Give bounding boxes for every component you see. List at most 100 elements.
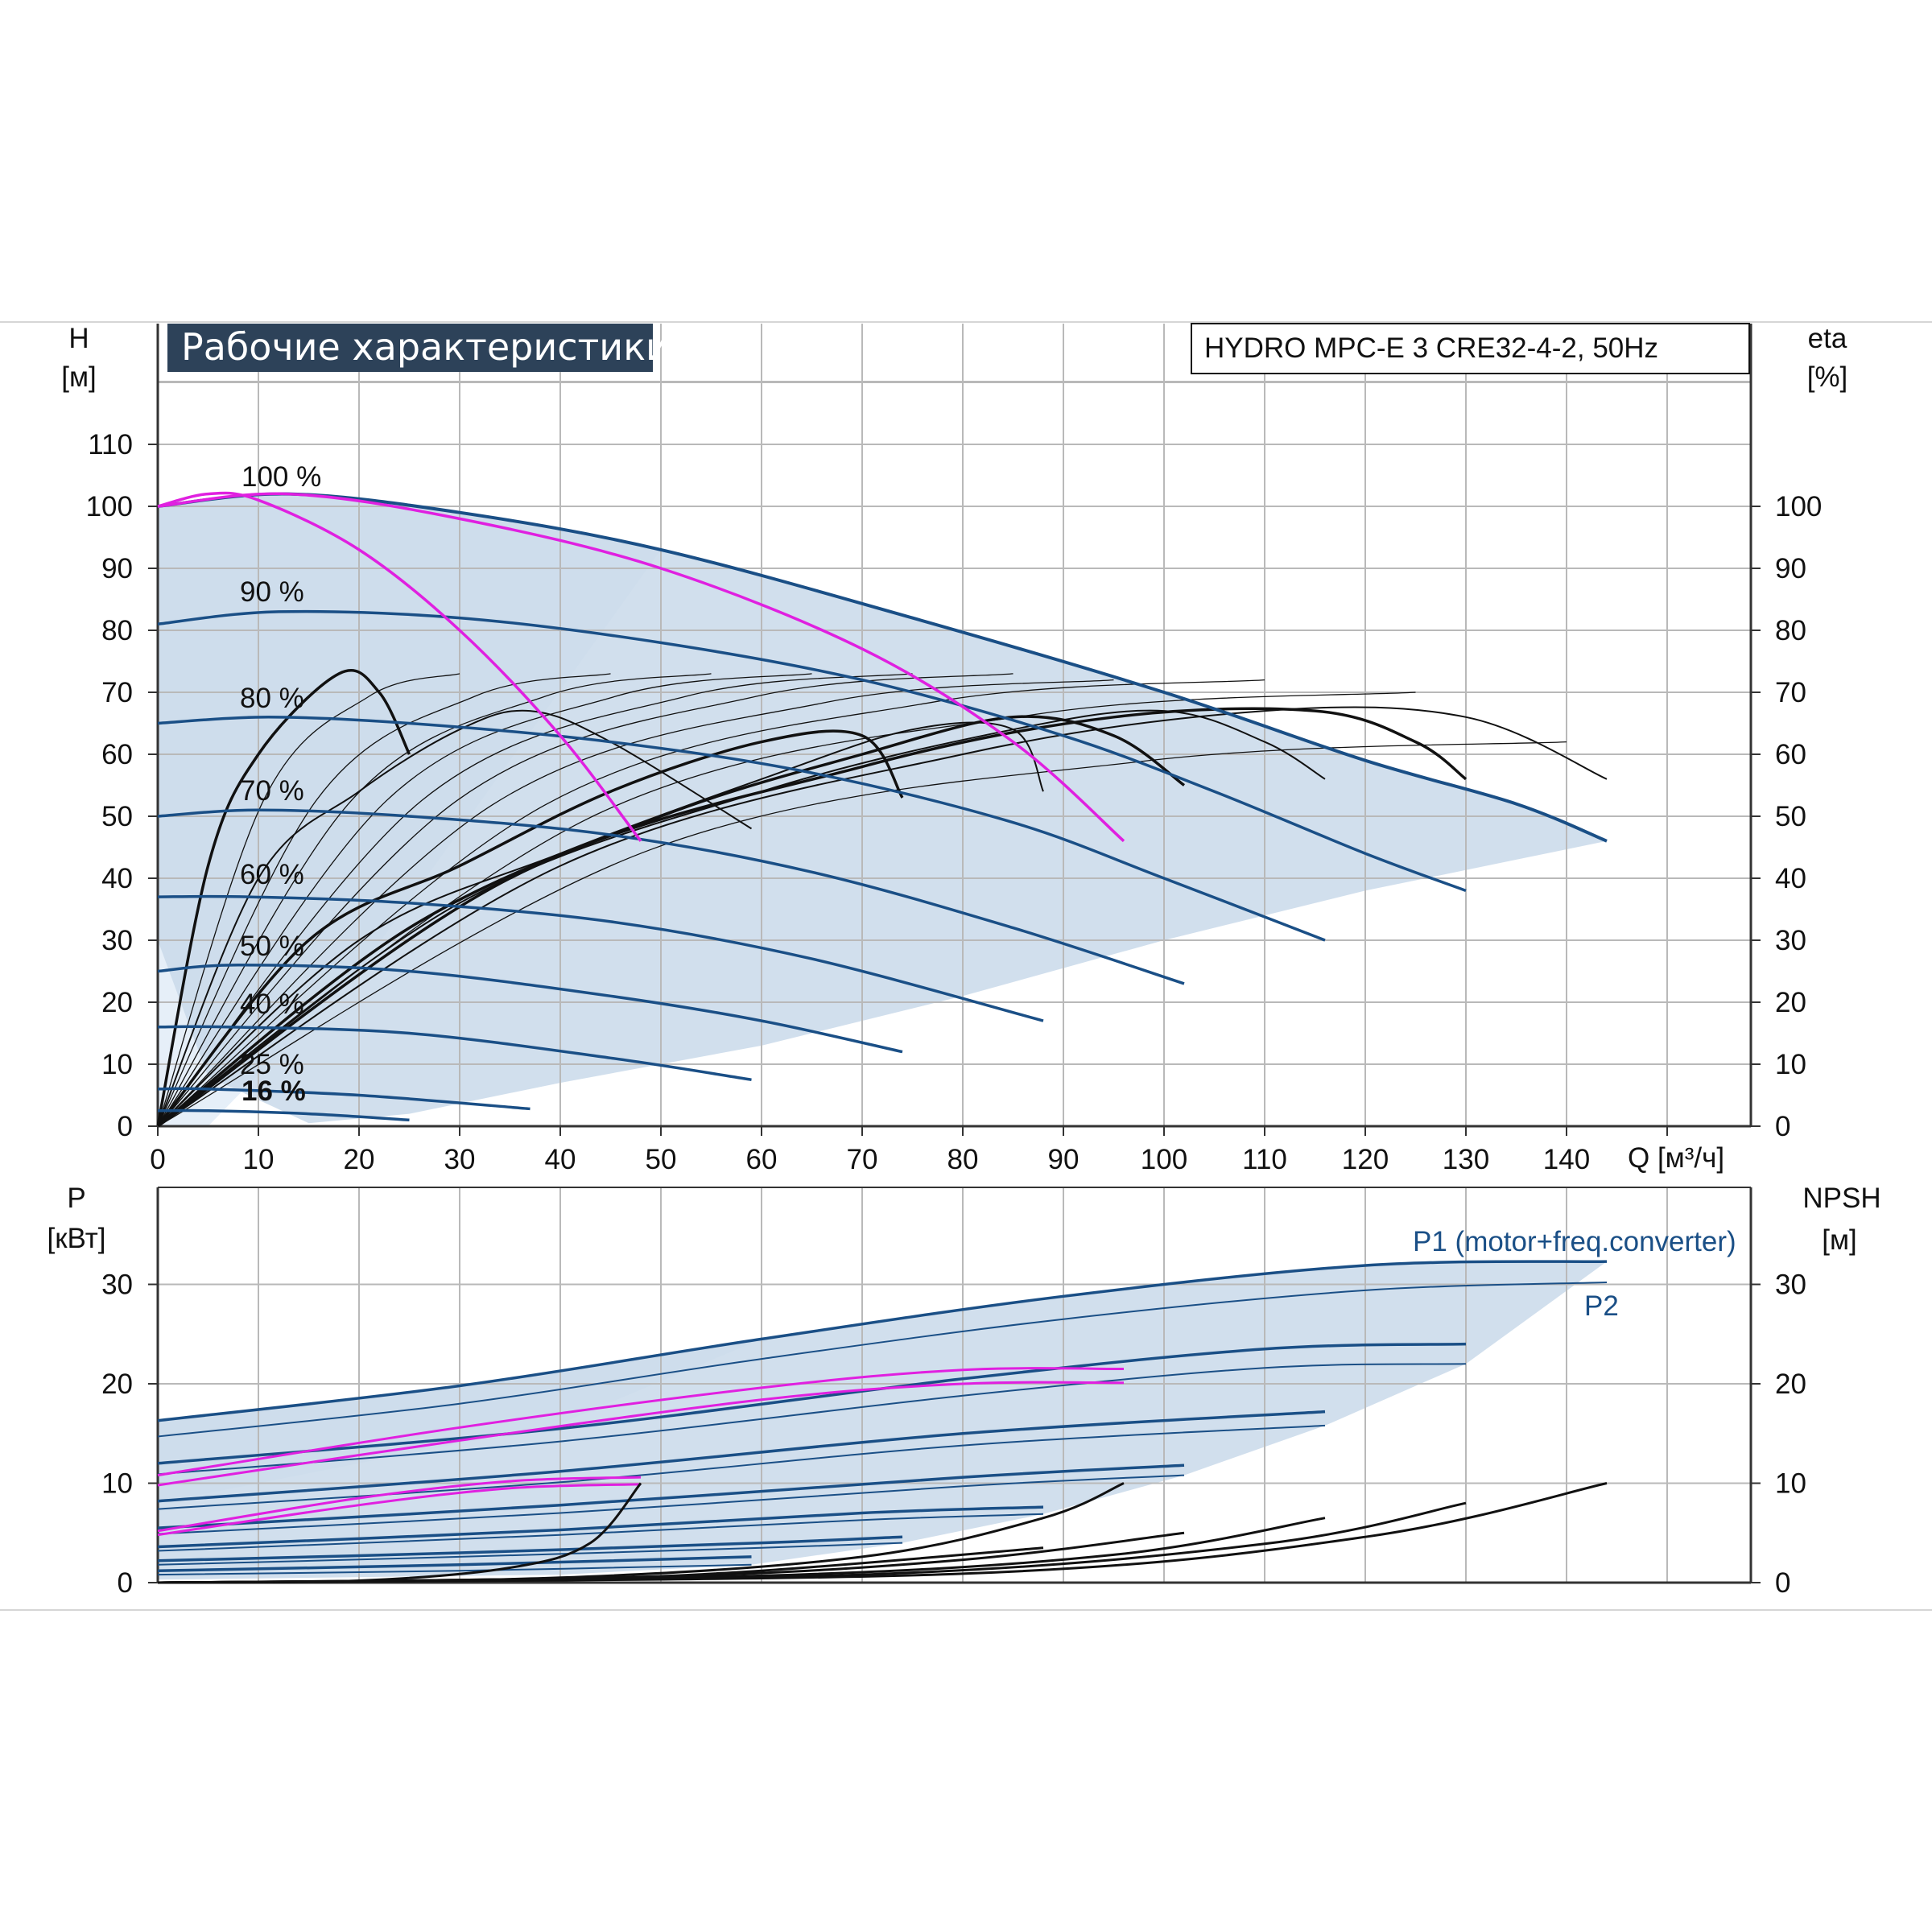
- eta-tick-label: 70: [1775, 677, 1806, 708]
- efficiency-fan-line: [157, 691, 1416, 1127]
- q-tick-label: 40: [545, 1144, 576, 1175]
- efficiency-fan-line: [157, 673, 460, 1127]
- q-tick-label: 130: [1443, 1144, 1489, 1175]
- p2-series-label: P2: [1584, 1290, 1619, 1322]
- power-ticks: 0 10 20 30 0 10 20 30: [101, 1269, 1806, 1600]
- power-curve: [157, 1555, 752, 1572]
- duty-power-curve: [157, 1483, 642, 1537]
- speed-label-90: 90 %: [240, 576, 304, 608]
- q-tick-label: 10: [243, 1144, 275, 1175]
- duty-power-curve: [157, 1476, 642, 1533]
- h-tick-label: 110: [88, 429, 133, 460]
- q-tick-label: 20: [344, 1144, 375, 1175]
- eta-tick-label: 60: [1775, 739, 1806, 770]
- model-name: HYDRO MPC-E 3 CRE32-4-2, 50Hz: [1204, 332, 1658, 364]
- h-tick-label: 70: [101, 677, 133, 708]
- npsh-tick-label: 0: [1775, 1567, 1790, 1599]
- q-tick-label: 110: [1242, 1144, 1287, 1175]
- h-tick-label: 50: [101, 801, 133, 832]
- efficiency-fan-line: [157, 673, 712, 1127]
- npsh-axis-label: NPSH: [1802, 1183, 1880, 1214]
- speed-label-40: 40 %: [240, 989, 304, 1020]
- duty-power-curve: [157, 1381, 1125, 1487]
- eta-axis-label: eta: [1808, 323, 1847, 354]
- eta-tick-label: 80: [1775, 615, 1806, 646]
- p-axis-label: P: [67, 1183, 85, 1214]
- h-tick-label: 10: [101, 1049, 133, 1080]
- title-badge: [167, 324, 653, 372]
- speed-label-25: 25 %: [240, 1049, 304, 1080]
- eta-tick-label: 50: [1775, 801, 1806, 832]
- speed-label-16: 16 %: [242, 1075, 306, 1107]
- npsh-axis-unit: [м]: [1822, 1224, 1857, 1256]
- head-curve: [157, 964, 903, 1054]
- efficiency-fan-line: [157, 673, 812, 1127]
- power-curve: [157, 1463, 1185, 1530]
- speed-label-100: 100 %: [242, 461, 321, 493]
- efficiency-curve: [157, 706, 1608, 1127]
- efficiency-fan-line: [157, 673, 611, 1127]
- q-tick-label: 50: [646, 1144, 677, 1175]
- q-tick-label: 70: [847, 1144, 878, 1175]
- efficiency-fan-line: [157, 679, 1114, 1127]
- power-curve: [157, 1505, 1044, 1549]
- h-axis-label: H: [68, 323, 89, 354]
- head-curve: [157, 1108, 410, 1122]
- p1-curve: [157, 1260, 1608, 1422]
- power-curve: [157, 1513, 1044, 1552]
- power-curve: [157, 1474, 1185, 1535]
- efficiency-fan-line: [157, 673, 913, 1127]
- power-curves: [157, 1260, 1608, 1584]
- eta-tick-label: 40: [1775, 863, 1806, 894]
- power-curve: [157, 1363, 1467, 1476]
- power-curve: [157, 1535, 903, 1563]
- duty-curve: [157, 491, 642, 842]
- q-tick-label: 140: [1543, 1144, 1590, 1175]
- eta-tick-label: 90: [1775, 553, 1806, 584]
- efficiency-fan-line: [157, 679, 1265, 1127]
- duty-power-curve: [157, 1367, 1125, 1477]
- speed-label-80: 80 %: [240, 683, 304, 714]
- efficiency-curve: [156, 729, 904, 1128]
- q-tick-label: 90: [1048, 1144, 1080, 1175]
- h-tick-label: 40: [101, 863, 133, 894]
- chart-title: Рабочие характеристики: [181, 325, 670, 369]
- h-tick-label: 20: [101, 987, 133, 1018]
- npsh-tick-label: 30: [1775, 1269, 1806, 1301]
- npsh-curve: [157, 1546, 1044, 1584]
- q-tick-label: 0: [150, 1144, 165, 1175]
- power-range-area: [158, 1261, 1607, 1580]
- speed-label-70: 70 %: [240, 775, 304, 807]
- head-curve: [157, 1025, 752, 1082]
- efficiency-curve: [156, 715, 1186, 1128]
- speed-label-50: 50 %: [240, 931, 304, 962]
- eta-tick-label: 30: [1775, 925, 1806, 956]
- power-curve: [157, 1424, 1326, 1510]
- head-panel: 0 10 20 30 40 50 60 70 80 90 100 110 0 10 20 30 40 50 60 70…: [86, 324, 1822, 1175]
- head-curve: [157, 1087, 530, 1111]
- duty-curve: [157, 492, 1125, 843]
- eta-tick-label: 100: [1775, 491, 1822, 522]
- efficiency-curve: [156, 668, 411, 1127]
- h-tick-label: 60: [101, 739, 133, 770]
- p-tick-label: 20: [101, 1368, 133, 1400]
- h-tick-label: 80: [101, 615, 133, 646]
- p-tick-label: 0: [118, 1567, 133, 1599]
- h-tick-label: 30: [101, 925, 133, 956]
- h-tick-label: 0: [118, 1111, 133, 1142]
- eta-tick-label: 20: [1775, 987, 1806, 1018]
- eta-tick-label: 10: [1775, 1049, 1806, 1080]
- efficiency-curve: [156, 707, 1468, 1128]
- q-axis-label: Q [м³/ч]: [1628, 1142, 1724, 1174]
- q-tick-label: 80: [947, 1144, 979, 1175]
- eta-axis-unit: [%]: [1807, 361, 1848, 393]
- p1-series-label: P1 (motor+freq.converter): [1413, 1226, 1736, 1257]
- npsh-tick-label: 20: [1775, 1368, 1806, 1400]
- speed-label-60: 60 %: [240, 859, 304, 890]
- q-tick-label: 100: [1141, 1144, 1187, 1175]
- npsh-tick-label: 10: [1775, 1468, 1806, 1500]
- q-tick-label: 30: [444, 1144, 476, 1175]
- p2-curve: [157, 1282, 1608, 1438]
- q-tick-label: 60: [746, 1144, 778, 1175]
- head-curves: [156, 491, 1608, 1128]
